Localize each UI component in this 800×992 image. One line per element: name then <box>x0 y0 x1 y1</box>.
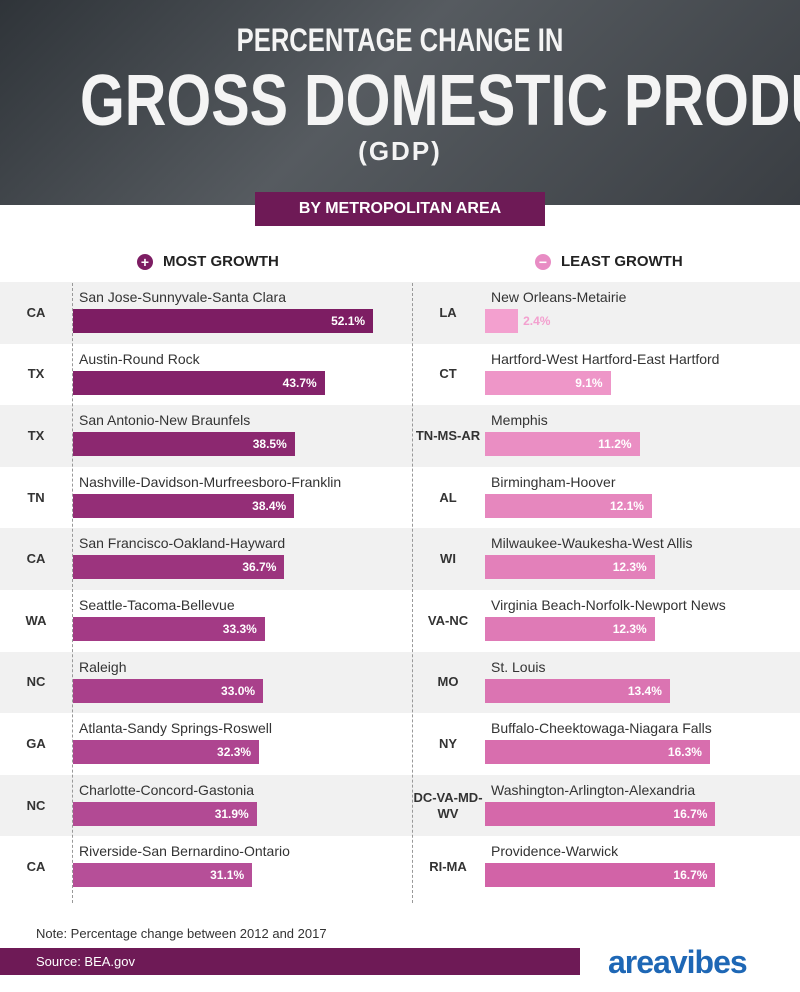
state-label: MO <box>437 674 459 690</box>
bar <box>485 678 670 703</box>
value-label: 16.7% <box>673 806 708 821</box>
metro-name: San Jose-Sunnyvale-Santa Clara <box>79 289 287 305</box>
bar <box>73 432 295 457</box>
state-label: TN-MS-AR <box>415 427 481 443</box>
value-label: 11.2% <box>598 437 632 452</box>
value-label: 13.4% <box>627 683 662 698</box>
bar <box>73 555 285 580</box>
bar <box>485 617 655 641</box>
value-label: 36.7% <box>242 560 277 575</box>
bar <box>73 617 265 641</box>
metro-name: Nashville-Davidson-Murfreesboro-Franklin <box>79 473 342 490</box>
bar <box>485 432 640 457</box>
value-label: 16.7% <box>673 868 708 883</box>
metro-name: Providence-Warwick <box>491 843 619 860</box>
source: Source: BEA.gov <box>36 954 135 969</box>
header-image <box>0 0 800 205</box>
title-main: GROSS DOMESTIC PRODUCT <box>80 61 800 141</box>
metro-name: Memphis <box>491 412 548 429</box>
value-label: 38.4% <box>252 498 287 513</box>
bar <box>73 309 374 333</box>
metro-name: Hartford-West Hartford-East Hartford <box>491 350 720 367</box>
state-label: RI-MA <box>429 859 467 875</box>
state-label: CA <box>26 859 46 875</box>
state-label: TN <box>27 489 45 505</box>
state-label: TX <box>27 427 45 443</box>
bar <box>485 863 716 888</box>
bar <box>73 863 253 888</box>
metro-name: Washington-Arlington-Alexandria <box>491 781 696 798</box>
bar <box>73 740 260 765</box>
metro-name: Virginia Beach-Norfolk-Newport News <box>491 597 726 613</box>
title-line: (GDP) <box>358 136 442 166</box>
source-bar <box>0 948 580 975</box>
value-label: 2.4% <box>523 314 551 328</box>
state-label: CA <box>26 551 46 567</box>
divider <box>72 283 73 903</box>
state-label: NY <box>438 735 458 751</box>
bar <box>485 370 611 395</box>
metro-name: Milwaukee-Waukesha-West Allis <box>491 535 693 552</box>
state-label: VA-NC <box>427 612 469 628</box>
value-label: 16.3% <box>667 745 702 760</box>
value-label: 33.0% <box>221 683 256 698</box>
bar <box>485 493 652 518</box>
metro-name: Buffalo-Cheektowaga-Niagara Falls <box>491 720 712 737</box>
state-label: NC <box>26 674 46 690</box>
state-label: LA <box>439 304 457 320</box>
bar <box>485 740 710 765</box>
divider <box>412 283 413 903</box>
value-label: 12.3% <box>612 622 647 636</box>
state-label: CA <box>26 304 46 320</box>
value-label: 31.1% <box>210 868 245 883</box>
value-label: 12.1% <box>609 498 644 513</box>
section-title: MOST GROWTH <box>163 253 279 270</box>
section-title: LEAST GROWTH <box>561 253 683 270</box>
value-label: 12.3% <box>612 560 647 575</box>
logo: areavibes <box>608 944 748 980</box>
bar <box>485 555 655 580</box>
state-label: NC <box>26 797 46 813</box>
state-label: AL <box>439 489 457 505</box>
value-label: 38.5% <box>252 437 287 452</box>
metro-name: Charlotte-Concord-Gastonia <box>79 781 255 798</box>
metro-name: Raleigh <box>79 658 127 675</box>
bar <box>73 801 257 826</box>
title-line: PERCENTAGE CHANGE IN <box>236 22 564 58</box>
state-label: WI <box>440 551 456 567</box>
metro-name: St. Louis <box>491 658 546 675</box>
metro-name: San Antonio-New Braunfels <box>79 412 251 429</box>
value-label: 43.7% <box>282 375 317 390</box>
value-label: 33.3% <box>222 622 257 636</box>
bar <box>73 493 295 518</box>
legend-icon: + <box>137 254 153 270</box>
metro-name: Seattle-Tacoma-Bellevue <box>79 597 235 613</box>
banner: BY METROPOLITAN AREA <box>255 192 545 226</box>
metro-name: Birmingham-Hoover <box>491 473 616 490</box>
value-label: 52.1% <box>331 314 366 328</box>
metro-name: San Francisco-Oakland-Hayward <box>79 535 286 552</box>
legend-icon: − <box>535 254 551 270</box>
state-label: DC-VA-MD-WV <box>413 789 483 821</box>
metro-name: Austin-Round Rock <box>79 350 200 367</box>
value-label: 31.9% <box>214 806 249 821</box>
state-label: CT <box>439 366 457 382</box>
state-label: GA <box>26 735 46 751</box>
bar <box>485 309 519 333</box>
value-label: 32.3% <box>217 745 252 760</box>
bar <box>73 678 264 703</box>
metro-name: New Orleans-Metairie <box>491 289 627 305</box>
metro-name: Atlanta-Sandy Springs-Roswell <box>79 720 272 737</box>
note: Note: Percentage change between 2012 and… <box>36 926 327 941</box>
bar <box>485 801 716 826</box>
bar <box>73 370 325 395</box>
metro-name: Riverside-San Bernardino-Ontario <box>79 843 290 860</box>
state-label: TX <box>27 366 45 382</box>
state-label: WA <box>25 612 47 628</box>
value-label: 9.1% <box>575 375 603 390</box>
